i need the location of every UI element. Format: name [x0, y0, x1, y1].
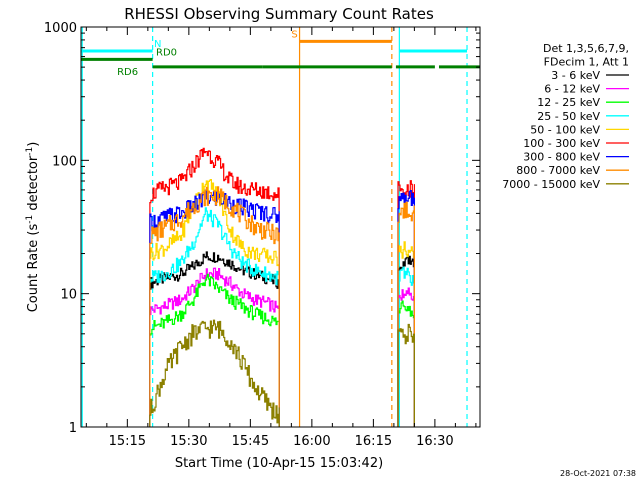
series-7-segment-1 — [397, 201, 415, 427]
plot-axes — [80, 26, 481, 428]
series-5-segment-1 — [397, 180, 415, 427]
series-6-segment-0 — [149, 189, 280, 427]
legend-label-5: 100 - 300 keV — [523, 137, 600, 150]
legend-label-6: 300 - 800 keV — [523, 151, 600, 164]
series-3-segment-0 — [149, 207, 280, 427]
series-2-segment-1 — [397, 300, 415, 427]
tick-labels: 15:15 15:30 15:45 16:00 16:15 16:30 1 10 100 1000 — [44, 21, 454, 449]
x-tick-label-3: 16:00 — [293, 434, 330, 449]
series-1-segment-1 — [397, 287, 415, 427]
series-3 — [149, 207, 415, 427]
series-7 — [149, 186, 415, 427]
series-5 — [149, 147, 415, 427]
series-4-segment-1 — [397, 241, 415, 427]
x-tick-label-0: 15:15 — [109, 434, 146, 449]
series-5-segment-0 — [149, 147, 280, 427]
legend-label-7: 800 - 7000 keV — [516, 164, 600, 177]
x-tick-label-5: 16:30 — [416, 434, 453, 449]
series-8 — [149, 319, 415, 427]
legend-label-1: 6 - 12 keV — [544, 83, 600, 96]
series-3-segment-1 — [397, 266, 415, 427]
series-8-segment-0 — [149, 319, 280, 427]
y-tick-label-3: 1000 — [44, 21, 77, 36]
vertical-markers — [81, 27, 468, 427]
legend-header-1: FDecim 1, Att 1 — [544, 56, 629, 69]
y-tick-label-1: 10 — [60, 288, 77, 303]
x-tick-label-2: 15:45 — [232, 434, 269, 449]
series-2 — [149, 273, 415, 427]
x-axis-label: Start Time (10-Apr-15 15:03:42) — [175, 456, 383, 471]
series-4 — [149, 179, 415, 427]
series-1-segment-0 — [149, 267, 280, 427]
series-1 — [149, 267, 415, 427]
legend-label-8: 7000 - 15000 keV — [502, 178, 600, 191]
y-axis-label: Count Rate (s-1 detector-1) — [25, 142, 41, 313]
plot-frame — [80, 26, 481, 428]
series-2-segment-0 — [149, 273, 280, 427]
legend-label-4: 50 - 100 keV — [530, 123, 600, 136]
series-6-segment-1 — [397, 190, 415, 427]
series-lines — [149, 147, 415, 427]
chart-title: RHESSI Observing Summary Count Rates — [124, 5, 434, 23]
x-tick-label-1: 15:30 — [170, 434, 207, 449]
flag-label-3: S — [291, 29, 297, 40]
y-tick-label-0: 1 — [69, 421, 77, 436]
footer-timestamp: 28-Oct-2021 07:38 — [560, 469, 636, 478]
series-7-segment-0 — [149, 186, 280, 427]
series-4-segment-0 — [149, 179, 280, 427]
legend: Det 1,3,5,6,7,9,FDecim 1, Att 13 - 6 keV… — [502, 42, 629, 191]
flag-label-2: RD6 — [117, 67, 138, 78]
legend-label-0: 3 - 6 keV — [551, 69, 600, 82]
y-tick-label-2: 100 — [52, 154, 77, 169]
flag-label-0: N — [154, 39, 161, 50]
series-8-segment-1 — [397, 323, 415, 427]
series-0-segment-1 — [397, 254, 415, 427]
flag-label-1: RD0 — [156, 47, 177, 58]
series-0 — [149, 251, 415, 427]
series-6 — [149, 189, 415, 427]
legend-header-0: Det 1,3,5,6,7,9, — [543, 42, 629, 55]
legend-label-2: 12 - 25 keV — [537, 96, 600, 109]
legend-label-3: 25 - 50 keV — [537, 110, 600, 123]
x-tick-label-4: 16:15 — [355, 434, 392, 449]
